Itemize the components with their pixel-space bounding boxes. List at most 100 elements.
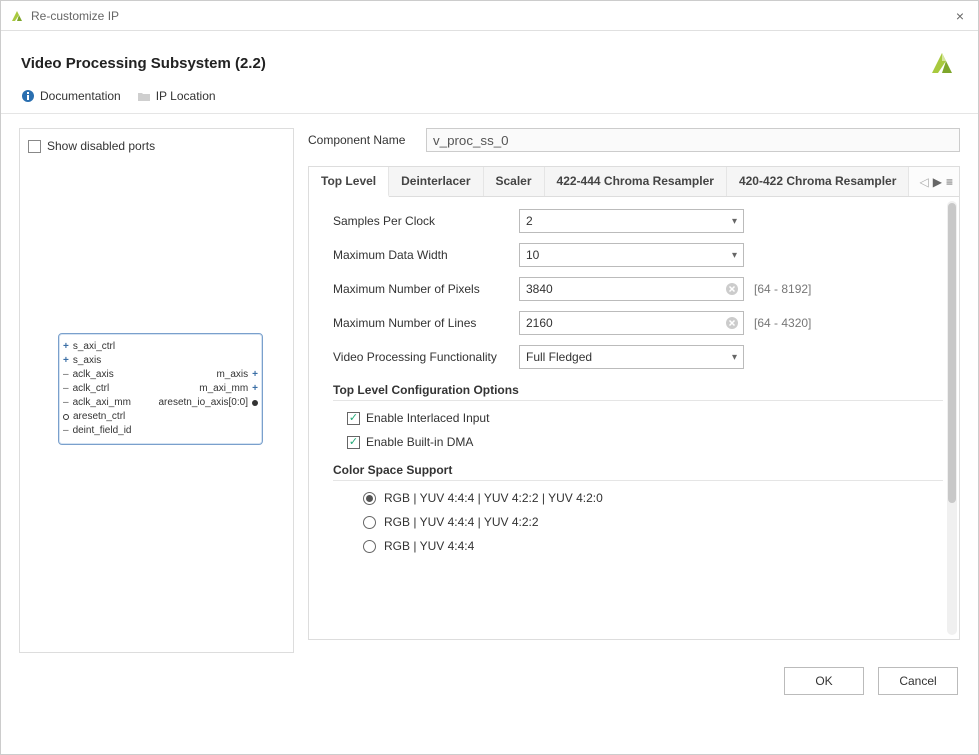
documentation-link[interactable]: Documentation [21, 89, 121, 103]
titlebar: Re-customize IP × [1, 1, 978, 31]
header: Video Processing Subsystem (2.2) [1, 31, 978, 89]
max-lines-value: 2160 [526, 316, 553, 330]
port-aclk-axis: –aclk_axis [63, 368, 132, 382]
ports-left-column: +s_axi_ctrl +s_axis –aclk_axis –aclk_ctr… [63, 340, 132, 438]
color-option-2[interactable]: RGB | YUV 4:4:4 [363, 539, 943, 553]
block-diagram-panel: Show disabled ports +s_axi_ctrl +s_axis … [19, 128, 294, 653]
tabbar: Top Level Deinterlacer Scaler 422-444 Ch… [309, 167, 959, 197]
color-option-1[interactable]: RGB | YUV 4:4:4 | YUV 4:2:2 [363, 515, 943, 529]
max-data-width-value: 10 [526, 248, 539, 262]
samples-per-clock-label: Samples Per Clock [333, 214, 509, 228]
port-aresetn-io-axis: aresetn_io_axis[0:0] [158, 396, 258, 410]
tab-menu-icon[interactable]: ≡ [946, 175, 953, 189]
port-m-axis: m_axis+ [158, 368, 258, 382]
max-lines-label: Maximum Number of Lines [333, 316, 509, 330]
radio-selected-icon [363, 492, 376, 505]
samples-per-clock-value: 2 [526, 214, 533, 228]
clear-icon[interactable] [725, 282, 739, 296]
config-panel: Component Name Top Level Deinterlacer Sc… [308, 128, 960, 653]
footer: OK Cancel [1, 653, 978, 709]
max-data-width-row: Maximum Data Width 10 ▾ [333, 243, 943, 267]
cancel-button[interactable]: Cancel [878, 667, 958, 695]
ip-location-link[interactable]: IP Location [137, 89, 216, 103]
tab-top-level[interactable]: Top Level [309, 167, 389, 197]
radio-icon [363, 540, 376, 553]
max-data-width-label: Maximum Data Width [333, 248, 509, 262]
port-aclk-ctrl: –aclk_ctrl [63, 382, 132, 396]
window-title: Re-customize IP [31, 9, 950, 23]
video-func-select[interactable]: Full Fledged ▾ [519, 345, 744, 369]
component-name-input[interactable] [426, 128, 960, 152]
tab-422-444-chroma[interactable]: 422-444 Chroma Resampler [545, 167, 727, 196]
component-name-label: Component Name [308, 133, 416, 147]
dash-icon: – [63, 396, 69, 410]
clear-icon[interactable] [725, 316, 739, 330]
color-option-0[interactable]: RGB | YUV 4:4:4 | YUV 4:2:2 | YUV 4:2:0 [363, 491, 943, 505]
plus-icon: + [63, 354, 69, 368]
folder-icon [137, 89, 151, 103]
video-func-row: Video Processing Functionality Full Fled… [333, 345, 943, 369]
max-data-width-select[interactable]: 10 ▾ [519, 243, 744, 267]
scrollbar[interactable] [947, 201, 957, 635]
chevron-down-icon: ▾ [732, 250, 737, 261]
max-lines-row: Maximum Number of Lines 2160 [64 - 4320] [333, 311, 943, 335]
chevron-down-icon: ▾ [732, 216, 737, 227]
enable-dma-checkbox[interactable]: ✓ Enable Built-in DMA [347, 435, 943, 449]
plus-icon: + [63, 340, 69, 354]
port-m-axi-mm: m_axi_mm+ [158, 382, 258, 396]
port-aresetn-ctrl: aresetn_ctrl [63, 410, 132, 424]
ip-location-link-label: IP Location [156, 89, 216, 103]
tab-prev-icon[interactable]: ◁ [920, 175, 929, 189]
tab-nav: ◁ ▶ ≡ [914, 167, 959, 196]
color-option-2-label: RGB | YUV 4:4:4 [384, 539, 474, 553]
plus-icon: + [252, 368, 258, 382]
dash-icon: – [63, 382, 69, 396]
hollow-dot-icon [63, 414, 69, 420]
config-options-heading: Top Level Configuration Options [333, 383, 943, 401]
tab-420-422-chroma[interactable]: 420-422 Chroma Resampler [727, 167, 909, 196]
video-func-value: Full Fledged [526, 350, 592, 364]
main-area: Show disabled ports +s_axi_ctrl +s_axis … [1, 114, 978, 653]
tabs-container: Top Level Deinterlacer Scaler 422-444 Ch… [308, 166, 960, 640]
max-pixels-label: Maximum Number of Pixels [333, 282, 509, 296]
enable-interlaced-label: Enable Interlaced Input [366, 411, 489, 425]
max-pixels-input[interactable]: 3840 [519, 277, 744, 301]
max-pixels-range: [64 - 8192] [754, 282, 811, 296]
ok-button[interactable]: OK [784, 667, 864, 695]
port-deint-field-id: –deint_field_id [63, 424, 132, 438]
color-option-1-label: RGB | YUV 4:4:4 | YUV 4:2:2 [384, 515, 539, 529]
max-lines-input[interactable]: 2160 [519, 311, 744, 335]
radio-icon [363, 516, 376, 529]
max-lines-range: [64 - 4320] [754, 316, 811, 330]
page-title: Video Processing Subsystem (2.2) [21, 55, 266, 72]
show-disabled-ports-checkbox[interactable]: Show disabled ports [28, 139, 285, 153]
video-func-label: Video Processing Functionality [333, 350, 509, 364]
documentation-link-label: Documentation [40, 89, 121, 103]
samples-per-clock-select[interactable]: 2 ▾ [519, 209, 744, 233]
info-icon [21, 89, 35, 103]
checkbox-icon [28, 140, 41, 153]
tab-deinterlacer[interactable]: Deinterlacer [389, 167, 483, 196]
ip-block-diagram: +s_axi_ctrl +s_axis –aclk_axis –aclk_ctr… [58, 333, 263, 445]
component-name-row: Component Name [308, 128, 960, 152]
port-s-axi-ctrl: +s_axi_ctrl [63, 340, 132, 354]
links-row: Documentation IP Location [1, 89, 978, 114]
dot-icon [252, 400, 258, 406]
checkbox-checked-icon: ✓ [347, 412, 360, 425]
enable-dma-label: Enable Built-in DMA [366, 435, 473, 449]
port-s-axis: +s_axis [63, 354, 132, 368]
dash-icon: – [63, 424, 69, 438]
ports-right-column: m_axis+ m_axi_mm+ aresetn_io_axis[0:0] [158, 340, 258, 438]
tab-next-icon[interactable]: ▶ [933, 175, 942, 189]
app-icon [9, 8, 25, 24]
tab-scaler[interactable]: Scaler [484, 167, 545, 196]
max-pixels-value: 3840 [526, 282, 553, 296]
color-space-heading: Color Space Support [333, 463, 943, 481]
enable-interlaced-checkbox[interactable]: ✓ Enable Interlaced Input [347, 411, 943, 425]
scrollbar-thumb[interactable] [948, 203, 956, 503]
samples-per-clock-row: Samples Per Clock 2 ▾ [333, 209, 943, 233]
checkbox-checked-icon: ✓ [347, 436, 360, 449]
plus-icon: + [252, 382, 258, 396]
dash-icon: – [63, 368, 69, 382]
close-icon[interactable]: × [950, 6, 970, 26]
